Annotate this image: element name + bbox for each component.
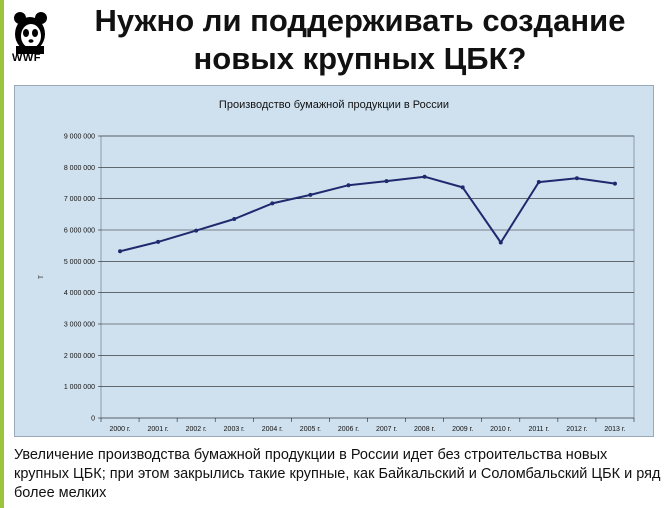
- x-axis-ticks: 2000 г. 2001 г. 2002 г. 2003 г. 2004 г. 2005 …: [100, 418, 635, 433]
- y-tick-label: 9 000 000: [64, 134, 95, 141]
- x-tick-label: 2013 г.: [604, 426, 625, 433]
- line-chart: Производство бумажной продукции в России…: [36, 99, 635, 433]
- logo-text: WWF: [12, 52, 41, 64]
- caption-text: Увеличение производства бумажной продукц…: [14, 447, 661, 501]
- data-point: [346, 183, 351, 188]
- x-tick-label: 2007 г.: [376, 426, 397, 433]
- data-point: [460, 185, 465, 190]
- chart-area: Производство бумажной продукции в России…: [14, 85, 654, 437]
- x-tick-label: 2008 г.: [414, 426, 435, 433]
- data-point: [118, 249, 123, 254]
- gridlines: [100, 135, 635, 419]
- y-tick-label: 2 000 000: [64, 353, 95, 360]
- wwf-logo: [10, 8, 50, 68]
- x-tick-label: 2004 г.: [262, 426, 283, 433]
- accent-bar: [0, 0, 4, 508]
- data-point: [194, 228, 199, 233]
- data-point: [156, 239, 161, 244]
- x-tick-label: 2012 г.: [566, 426, 587, 433]
- x-tick-label: 2000 г.: [109, 426, 130, 433]
- data-point: [422, 174, 427, 179]
- series-line: [119, 175, 616, 253]
- y-tick-label: 8 000 000: [64, 165, 95, 172]
- y-tick-label: 3 000 000: [64, 322, 95, 329]
- data-point: [308, 192, 313, 197]
- x-tick-label: 2005 г.: [300, 426, 321, 433]
- data-point: [536, 180, 541, 185]
- x-tick-label: 2011 г.: [528, 426, 549, 433]
- x-tick-label: 2001 г.: [148, 426, 169, 433]
- y-axis-label: т: [36, 275, 45, 279]
- chart-title: Производство бумажной продукции в России: [219, 99, 449, 111]
- series-production: [118, 174, 617, 254]
- y-tick-label: 6 000 000: [64, 228, 95, 235]
- y-tick-label: 7 000 000: [64, 196, 95, 203]
- data-point: [498, 240, 503, 245]
- x-tick-label: 2009 г.: [452, 426, 473, 433]
- y-axis-ticks: 0 1 000 000 2 000 000 3 000 000 4 000 000 5 0…: [64, 134, 101, 423]
- x-tick-label: 2010 г.: [490, 426, 511, 433]
- data-point: [384, 179, 389, 184]
- x-tick-label: 2006 г.: [338, 426, 359, 433]
- page-title: Нужно ли поддерживать создание новых кру…: [94, 3, 626, 76]
- y-tick-label: 1 000 000: [64, 384, 95, 391]
- y-tick-label: 4 000 000: [64, 290, 95, 297]
- x-tick-label: 2002 г.: [186, 426, 207, 433]
- x-tick-label: 2003 г.: [224, 426, 245, 433]
- y-tick-label: 0: [91, 416, 95, 423]
- plot-area: [100, 135, 635, 419]
- y-tick-label: 5 000 000: [64, 259, 95, 266]
- data-point: [270, 201, 275, 206]
- data-point: [574, 176, 579, 181]
- data-point: [612, 181, 617, 186]
- data-point: [232, 217, 237, 222]
- panda-icon: [14, 12, 47, 54]
